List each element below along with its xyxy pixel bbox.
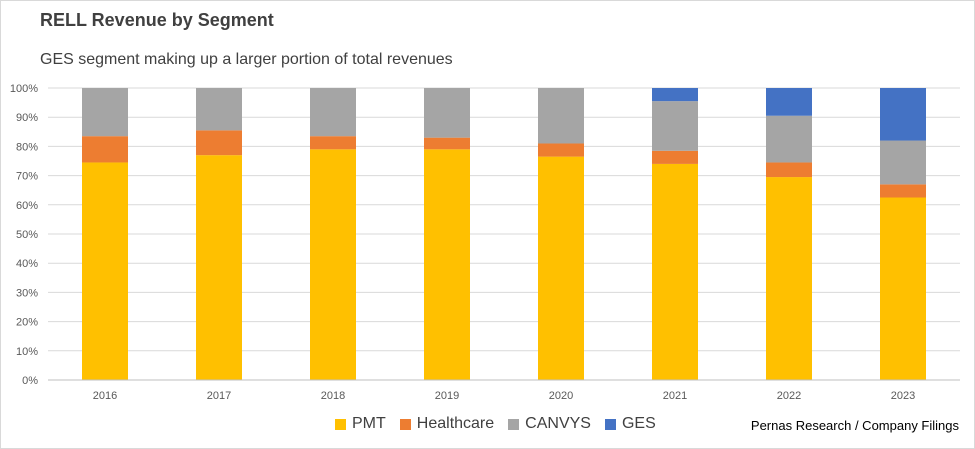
- x-tick-label: 2016: [93, 390, 117, 402]
- bar-healthcare-2020: [538, 143, 584, 157]
- bar-canvys-2023: [880, 140, 926, 185]
- bar-healthcare-2023: [880, 184, 926, 198]
- chart-legend: PMT Healthcare CANVYS GES: [335, 415, 670, 433]
- y-tick-label: 100%: [10, 83, 38, 95]
- y-tick-label: 80%: [16, 141, 38, 153]
- bar-healthcare-2016: [82, 136, 128, 163]
- bar-pmt-2021: [652, 163, 698, 380]
- bar-healthcare-2018: [310, 136, 356, 150]
- legend-swatch-ges: [604, 418, 616, 430]
- y-tick-label: 0%: [22, 375, 38, 387]
- y-tick-label: 40%: [16, 258, 38, 270]
- x-tick-label: 2021: [663, 390, 687, 402]
- legend-swatch-canvys: [508, 418, 520, 430]
- bar-ges-2023: [880, 88, 926, 141]
- bar-canvys-2020: [538, 88, 584, 144]
- bar-pmt-2016: [82, 162, 128, 380]
- x-tick-label: 2019: [435, 390, 459, 402]
- legend-label-canvys: CANVYS: [525, 415, 591, 432]
- x-tick-label: 2022: [777, 390, 801, 402]
- bar-pmt-2017: [196, 155, 242, 380]
- legend-label-healthcare: Healthcare: [416, 415, 495, 432]
- legend-item-ges: GES: [604, 415, 656, 433]
- y-tick-label: 30%: [16, 287, 38, 299]
- bar-pmt-2022: [766, 177, 812, 380]
- bar-canvys-2016: [82, 88, 128, 137]
- bar-healthcare-2017: [196, 130, 242, 156]
- legend-swatch-healthcare: [399, 418, 411, 430]
- chart-subtitle: GES segment making up a larger portion o…: [40, 51, 453, 68]
- x-tick-label: 2018: [321, 390, 345, 402]
- x-tick-label: 2017: [207, 390, 231, 402]
- legend-item-healthcare: Healthcare: [399, 415, 495, 433]
- bar-healthcare-2019: [424, 137, 470, 150]
- legend-swatch-pmt: [335, 418, 346, 430]
- bar-ges-2021: [652, 88, 698, 102]
- y-tick-label: 90%: [16, 112, 38, 124]
- bar-healthcare-2022: [766, 162, 812, 178]
- bar-pmt-2020: [538, 156, 584, 380]
- legend-label-ges: GES: [621, 415, 656, 432]
- bar-pmt-2019: [424, 149, 470, 380]
- legend-label-pmt: PMT: [352, 415, 386, 432]
- bar-pmt-2018: [310, 149, 356, 380]
- x-tick-label: 2023: [891, 390, 915, 402]
- bar-canvys-2021: [652, 101, 698, 151]
- chart-source: Pernas Research / Company Filings: [750, 418, 959, 433]
- bar-canvys-2019: [424, 88, 470, 138]
- bar-canvys-2018: [310, 88, 356, 137]
- y-tick-label: 70%: [16, 171, 38, 183]
- bar-pmt-2023: [880, 197, 926, 380]
- bar-healthcare-2021: [652, 150, 698, 164]
- bar-canvys-2017: [196, 88, 242, 131]
- legend-item-pmt: PMT: [335, 415, 386, 433]
- chart-title: RELL Revenue by Segment: [40, 10, 274, 30]
- legend-item-canvys: CANVYS: [508, 415, 591, 433]
- y-tick-label: 10%: [16, 346, 38, 358]
- bar-canvys-2022: [766, 115, 812, 163]
- x-tick-label: 2020: [549, 390, 573, 402]
- y-tick-label: 60%: [16, 200, 38, 212]
- bar-ges-2022: [766, 88, 812, 116]
- y-tick-label: 50%: [16, 229, 38, 241]
- y-tick-label: 20%: [16, 317, 38, 329]
